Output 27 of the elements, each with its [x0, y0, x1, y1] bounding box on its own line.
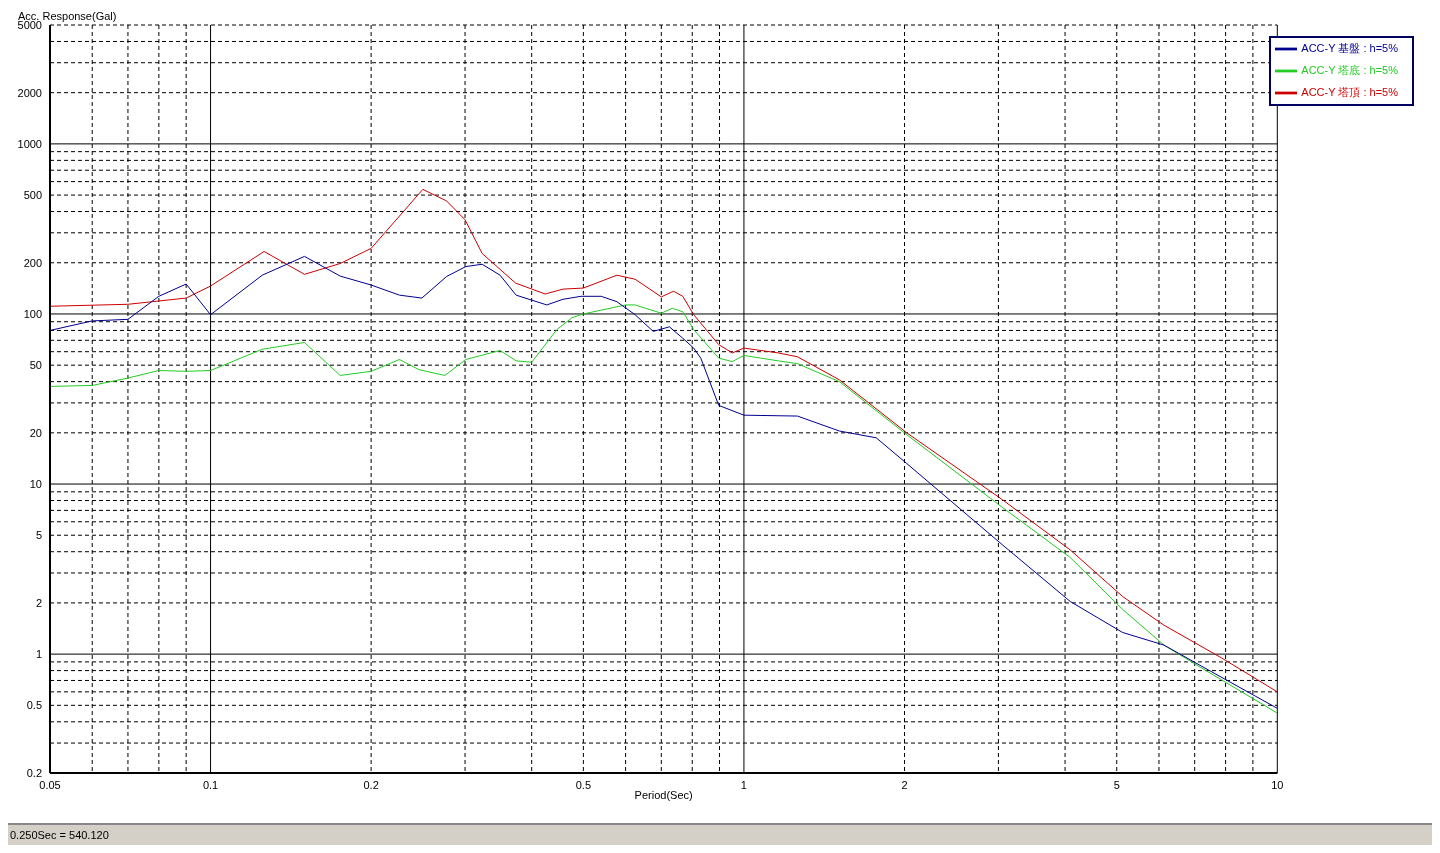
y-tick-label: 200	[23, 256, 42, 269]
y-axis-title: Acc. Response(Gal)	[18, 10, 117, 22]
y-tick-label: 100	[23, 307, 42, 320]
y-tick-label: 10	[29, 477, 42, 490]
y-tick-label: 2000	[17, 86, 42, 99]
y-tick-label: 0.2	[26, 766, 42, 779]
x-tick-label: 0.1	[202, 778, 219, 791]
y-tick-label: 1000	[17, 137, 42, 150]
x-tick-label: 5	[1113, 778, 1120, 791]
x-tick-label: 2	[901, 778, 908, 791]
text: 0.250Sec = 540.120	[8, 823, 1432, 845]
legend-label: ACC-Y 塔頂 : h=5%	[1301, 85, 1398, 98]
x-axis-title: Period(Sec)	[634, 789, 693, 801]
y-tick-label: 2	[35, 596, 42, 609]
y-tick-label: 5	[35, 529, 42, 542]
y-tick-label: 0.5	[26, 699, 42, 712]
x-tick-label: 0.5	[575, 778, 592, 791]
x-tick-label: 1	[740, 778, 747, 791]
y-tick-label: 20	[29, 426, 42, 439]
y-tick-label: 50	[29, 359, 42, 372]
legend-label: ACC-Y 基盤 : h=5%	[1301, 41, 1398, 54]
y-tick-label: 500	[23, 188, 42, 201]
x-tick-label: 0.2	[363, 778, 379, 791]
y-tick-label: 1	[35, 648, 42, 661]
x-tick-label: 10	[1271, 778, 1284, 791]
legend-label: ACC-Y 塔底 : h=5%	[1301, 63, 1398, 76]
x-tick-label: 0.05	[39, 778, 61, 791]
